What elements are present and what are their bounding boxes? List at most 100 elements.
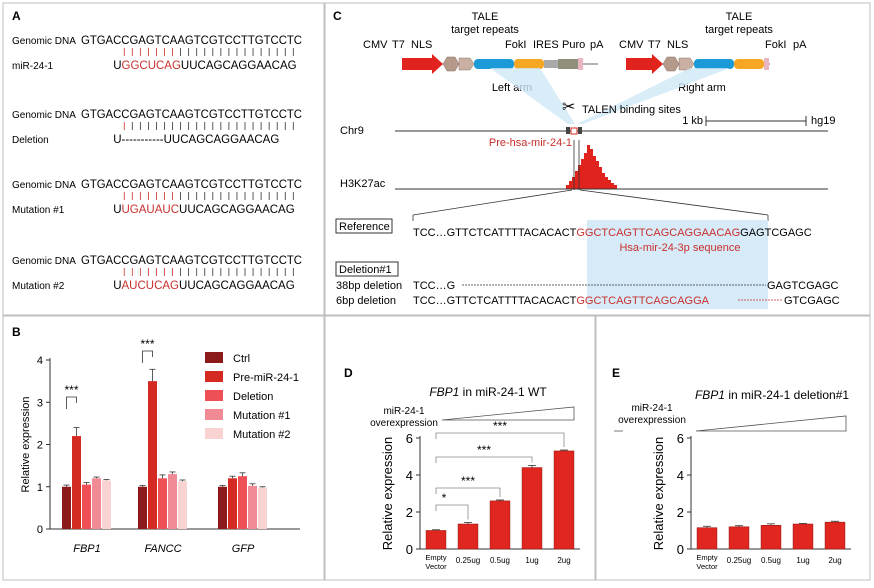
mature-seq-label: Hsa-mir-24-3p sequence <box>619 242 740 254</box>
y-tick-label: 0 <box>406 542 413 557</box>
left-part-t7: T7 <box>392 39 405 51</box>
right-part-cmv: CMV <box>619 39 644 51</box>
bar <box>178 481 187 529</box>
peak-bar <box>596 161 599 189</box>
bar <box>425 530 447 550</box>
peak-bar <box>566 185 569 189</box>
genomic-dna-sequence: GTGACCGAGTCAAGTCGTCCTTGTCCTC <box>81 35 302 47</box>
right-pa-element <box>764 58 769 70</box>
panel-e-title-gene: FBP1 <box>695 388 725 402</box>
left-part-puro: Puro <box>562 39 585 51</box>
y-tick-label: 2 <box>677 505 684 520</box>
left-tale-title: TALE <box>472 11 499 23</box>
rna-seq-suffix: -----------UUCAGCAGGAACAG <box>122 134 280 146</box>
bar <box>62 486 71 529</box>
bar <box>728 526 750 550</box>
y-tick-label: 4 <box>677 468 684 483</box>
scale-label: 1 kb <box>682 115 703 127</box>
rna-seq-prefix: U <box>113 134 121 146</box>
genomic-dna-label: Genomic DNA <box>12 36 76 47</box>
peak-bar <box>590 149 593 189</box>
peak-bar <box>599 167 602 189</box>
panel-e-title-rest: in miR-24-1 deletion#1 <box>728 388 849 402</box>
y-tick-label: 2 <box>37 440 43 452</box>
peak-bar <box>581 159 584 189</box>
panel-b: B 0 1 2 3 4 Relative expression FBP1 FANCC GFP **… <box>12 325 300 555</box>
panel-d-title: FBP1 in miR-24-1 WT <box>429 385 547 399</box>
binding-site-right <box>578 127 582 134</box>
h3k27ac-peak <box>566 140 617 190</box>
significance-bracket <box>435 487 501 497</box>
panel-a: A Genomic DNA GTGACCGAGTCAAGTCGTCCTTGTCCT… <box>12 9 302 292</box>
pre-mir-marker <box>570 127 578 135</box>
significance-label: *** <box>493 419 507 433</box>
category-label: 0.5ug <box>761 556 781 565</box>
panel-a-frame <box>2 2 325 316</box>
panel-e-gradient-triangle <box>695 415 847 432</box>
category-label: FBP1 <box>73 543 101 555</box>
panel-d-title-gene: FBP1 <box>429 385 459 399</box>
bar <box>102 480 111 529</box>
right-part-pa: pA <box>793 39 807 51</box>
right-construct: TALE target repeats CMV T7 NLS FokI pA R… <box>619 11 807 94</box>
right-tale-repeats <box>694 59 734 69</box>
bar <box>248 485 257 529</box>
y-tick-label: 2 <box>406 505 413 520</box>
right-nls-element <box>678 57 695 71</box>
peak-bar <box>569 181 572 189</box>
panel-e-frame <box>595 315 871 581</box>
del38-prefix: TCC…G <box>413 280 455 292</box>
legend-label: Ctrl <box>233 353 250 365</box>
rna-sequence: UGGCUCAGUUCAGCAGGAACAG <box>113 60 296 72</box>
del6-label: 6bp deletion <box>336 295 396 307</box>
bar <box>238 476 247 529</box>
genomic-dna-sequence: GTGACCGAGTCAAGTCGTCCTTGTCCTC <box>81 179 302 191</box>
legend-label: Mutation #2 <box>233 429 290 441</box>
del6-seq-mature: GGCTCAGTTCAGCAGGA <box>576 295 709 307</box>
deletion1-label: Deletion#1 <box>339 264 392 276</box>
bar <box>72 436 81 529</box>
y-axis-title: Relative expression <box>380 437 395 550</box>
bar <box>158 478 167 529</box>
rna-seq-seed: UGAUAUC <box>122 204 180 216</box>
left-part-pa: pA <box>590 39 604 51</box>
right-part-foki: FokI <box>765 39 786 51</box>
rna-seq-seed: AUCUCAG <box>122 280 180 292</box>
reference-seq-prefix: TCC…GTTCTCATTTTACACACT <box>413 227 577 239</box>
category-label: GFP <box>232 543 255 555</box>
rna-seq-suffix: UUCAGCAGGAACAG <box>179 204 295 216</box>
significance-label: *** <box>64 383 78 397</box>
peak-bar <box>578 165 581 189</box>
bar <box>553 450 575 550</box>
del6-sequence: TCC…GTTCTCATTTTACACACTGGCTCAGTTCAGCAGGA <box>413 295 710 307</box>
bar <box>521 467 543 550</box>
bar <box>792 523 814 550</box>
genomic-dna-label: Genomic DNA <box>12 256 76 267</box>
bar <box>457 523 479 550</box>
rna-seq-prefix: U <box>113 204 121 216</box>
panel-b-chart: 0 1 2 3 4 Relative expression FBP1 FANCC GFP *** *… <box>20 337 300 555</box>
panel-e-label: E <box>612 366 620 380</box>
bar <box>760 525 782 550</box>
bar <box>824 521 846 550</box>
peak-bar <box>608 180 611 189</box>
genomic-dna-label: Genomic DNA <box>12 180 76 191</box>
left-pa-element <box>578 58 583 70</box>
y-tick-label: 0 <box>37 524 43 536</box>
scissors-icon: ✂ <box>562 99 575 116</box>
left-part-ires: IRES <box>533 39 559 51</box>
panel-c: C TALE target repeats CMV T7 NLS FokI IR… <box>333 9 840 309</box>
category-label: 2ug <box>557 556 570 565</box>
panel-a-label: A <box>12 9 21 23</box>
bar <box>148 381 157 529</box>
category-label: 2ug <box>828 556 841 565</box>
bar <box>138 486 147 529</box>
reference-seq-suffix: GAGTCGAGC <box>740 227 812 239</box>
rna-sequence: UUGAUAUCUUCAGCAGGAACAG <box>113 204 295 216</box>
y-tick-label: 1 <box>37 482 43 494</box>
bar <box>228 478 237 529</box>
peak-bar <box>605 177 608 189</box>
peak-bar <box>614 185 617 189</box>
rna-seq-seed: GGCUCAG <box>122 60 181 72</box>
